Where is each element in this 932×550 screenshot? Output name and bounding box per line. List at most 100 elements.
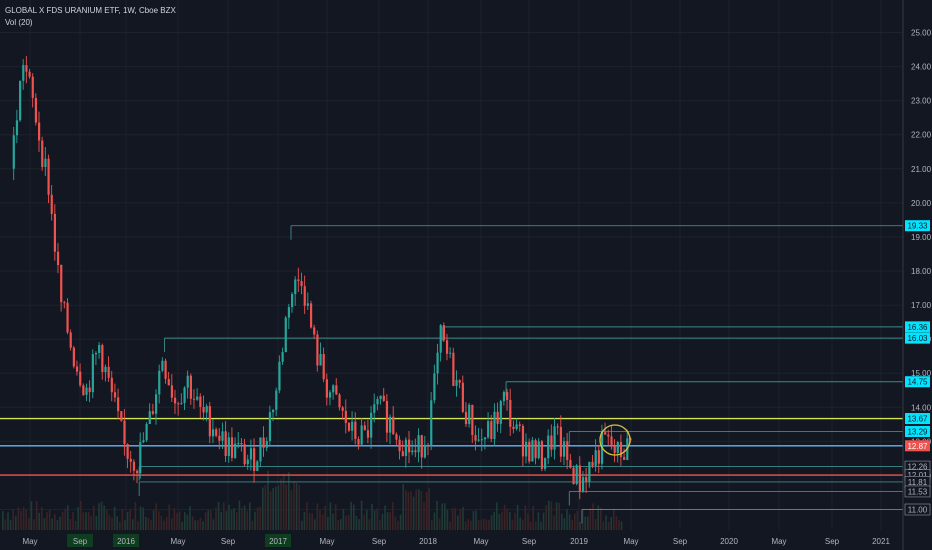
volume-bar [477,520,480,530]
volume-bar [457,515,459,530]
volume-bar [269,491,272,530]
volume-bar [277,485,280,530]
price-tick-label: 18.00 [911,267,932,276]
time-tick-label: May [771,537,786,546]
candle-body [303,286,306,306]
candle-body [50,194,53,214]
candle-body [145,424,148,441]
volume-bar [30,501,33,530]
volume-bar [545,505,547,530]
volume-bar [321,514,324,530]
candle-body [158,370,161,395]
candle-body [262,437,265,448]
candle-body [28,71,31,77]
candle-body [22,65,25,81]
candle-body [75,366,79,372]
volume-bar [402,484,404,530]
candle-body [575,465,578,484]
candle-body [291,294,294,308]
volume-bar [342,509,345,530]
candle-body [98,345,101,353]
volume-bar [98,503,100,530]
volume-bar [561,513,563,530]
volume-bar [264,485,267,530]
price-tick-label: 20.00 [911,199,932,208]
volume-bar [392,502,394,530]
candle-body [129,458,132,462]
volume-bar [217,502,220,530]
candle-body [177,403,180,405]
candle-body [401,451,404,457]
candle-body [569,459,572,468]
candle-body [272,409,275,413]
candle-body [502,391,506,402]
candle-body [309,303,313,328]
volume-bar [256,507,259,530]
time-tick-label: 2017 [269,537,287,546]
candle-body [509,399,512,427]
candle-body [41,140,44,168]
volume-indicator-label[interactable]: Vol (20) [5,18,33,27]
volume-bar [142,507,144,530]
price-axis[interactable] [903,0,932,550]
candle-body [578,465,581,492]
volume-bar [542,512,545,530]
candle-body [379,395,382,400]
volume-bar [620,521,623,530]
candle-body [588,461,591,482]
candle-body [113,392,117,398]
candle-body [221,431,224,441]
volume-bar [475,510,477,530]
volume-bar [436,500,438,530]
candle-body [31,76,34,98]
volume-bar [428,488,430,530]
volume-bar [225,511,228,530]
candle-body [458,380,461,383]
candle-body [385,400,389,433]
candle-body [101,345,104,373]
candle-body [38,122,41,141]
price-badge-label: 16.03 [907,334,928,343]
candle-body [183,387,186,404]
candle-body [170,385,174,398]
volume-bar [241,507,243,530]
volume-bar [46,512,48,530]
candle-body [344,410,347,423]
volume-bar [124,520,126,530]
candle-body [347,422,351,431]
candle-body [132,461,136,471]
volume-bar [607,521,610,530]
candle-body [167,378,170,386]
candle-body [224,431,227,457]
volume-bar [290,490,293,530]
volume-bar [415,489,417,530]
candle-body [82,385,85,395]
price-tick-label: 25.00 [911,29,932,38]
price-tick-label: 22.00 [911,131,932,140]
volume-bar [379,520,381,530]
volume-bar [33,519,35,530]
candle-body [445,340,449,354]
volume-bar [537,512,540,530]
candle-body [275,390,278,410]
time-tick-label: May [473,537,488,546]
volume-bar [332,513,334,530]
candle-body [363,425,366,431]
candle-body [392,416,395,435]
candle-body [461,382,464,412]
candle-body [613,446,616,453]
volume-bar [444,503,446,530]
candle-body [455,380,458,386]
volume-bar [230,510,233,530]
volume-bar [399,514,402,530]
volume-bar [22,507,25,530]
volume-bar [139,506,142,530]
volume-bar [223,502,225,530]
candle-body [53,213,57,252]
candle-body [493,411,496,440]
candle-body [449,352,452,354]
volume-bar [285,484,287,530]
volume-bar [337,520,339,530]
price-badge [905,425,930,437]
